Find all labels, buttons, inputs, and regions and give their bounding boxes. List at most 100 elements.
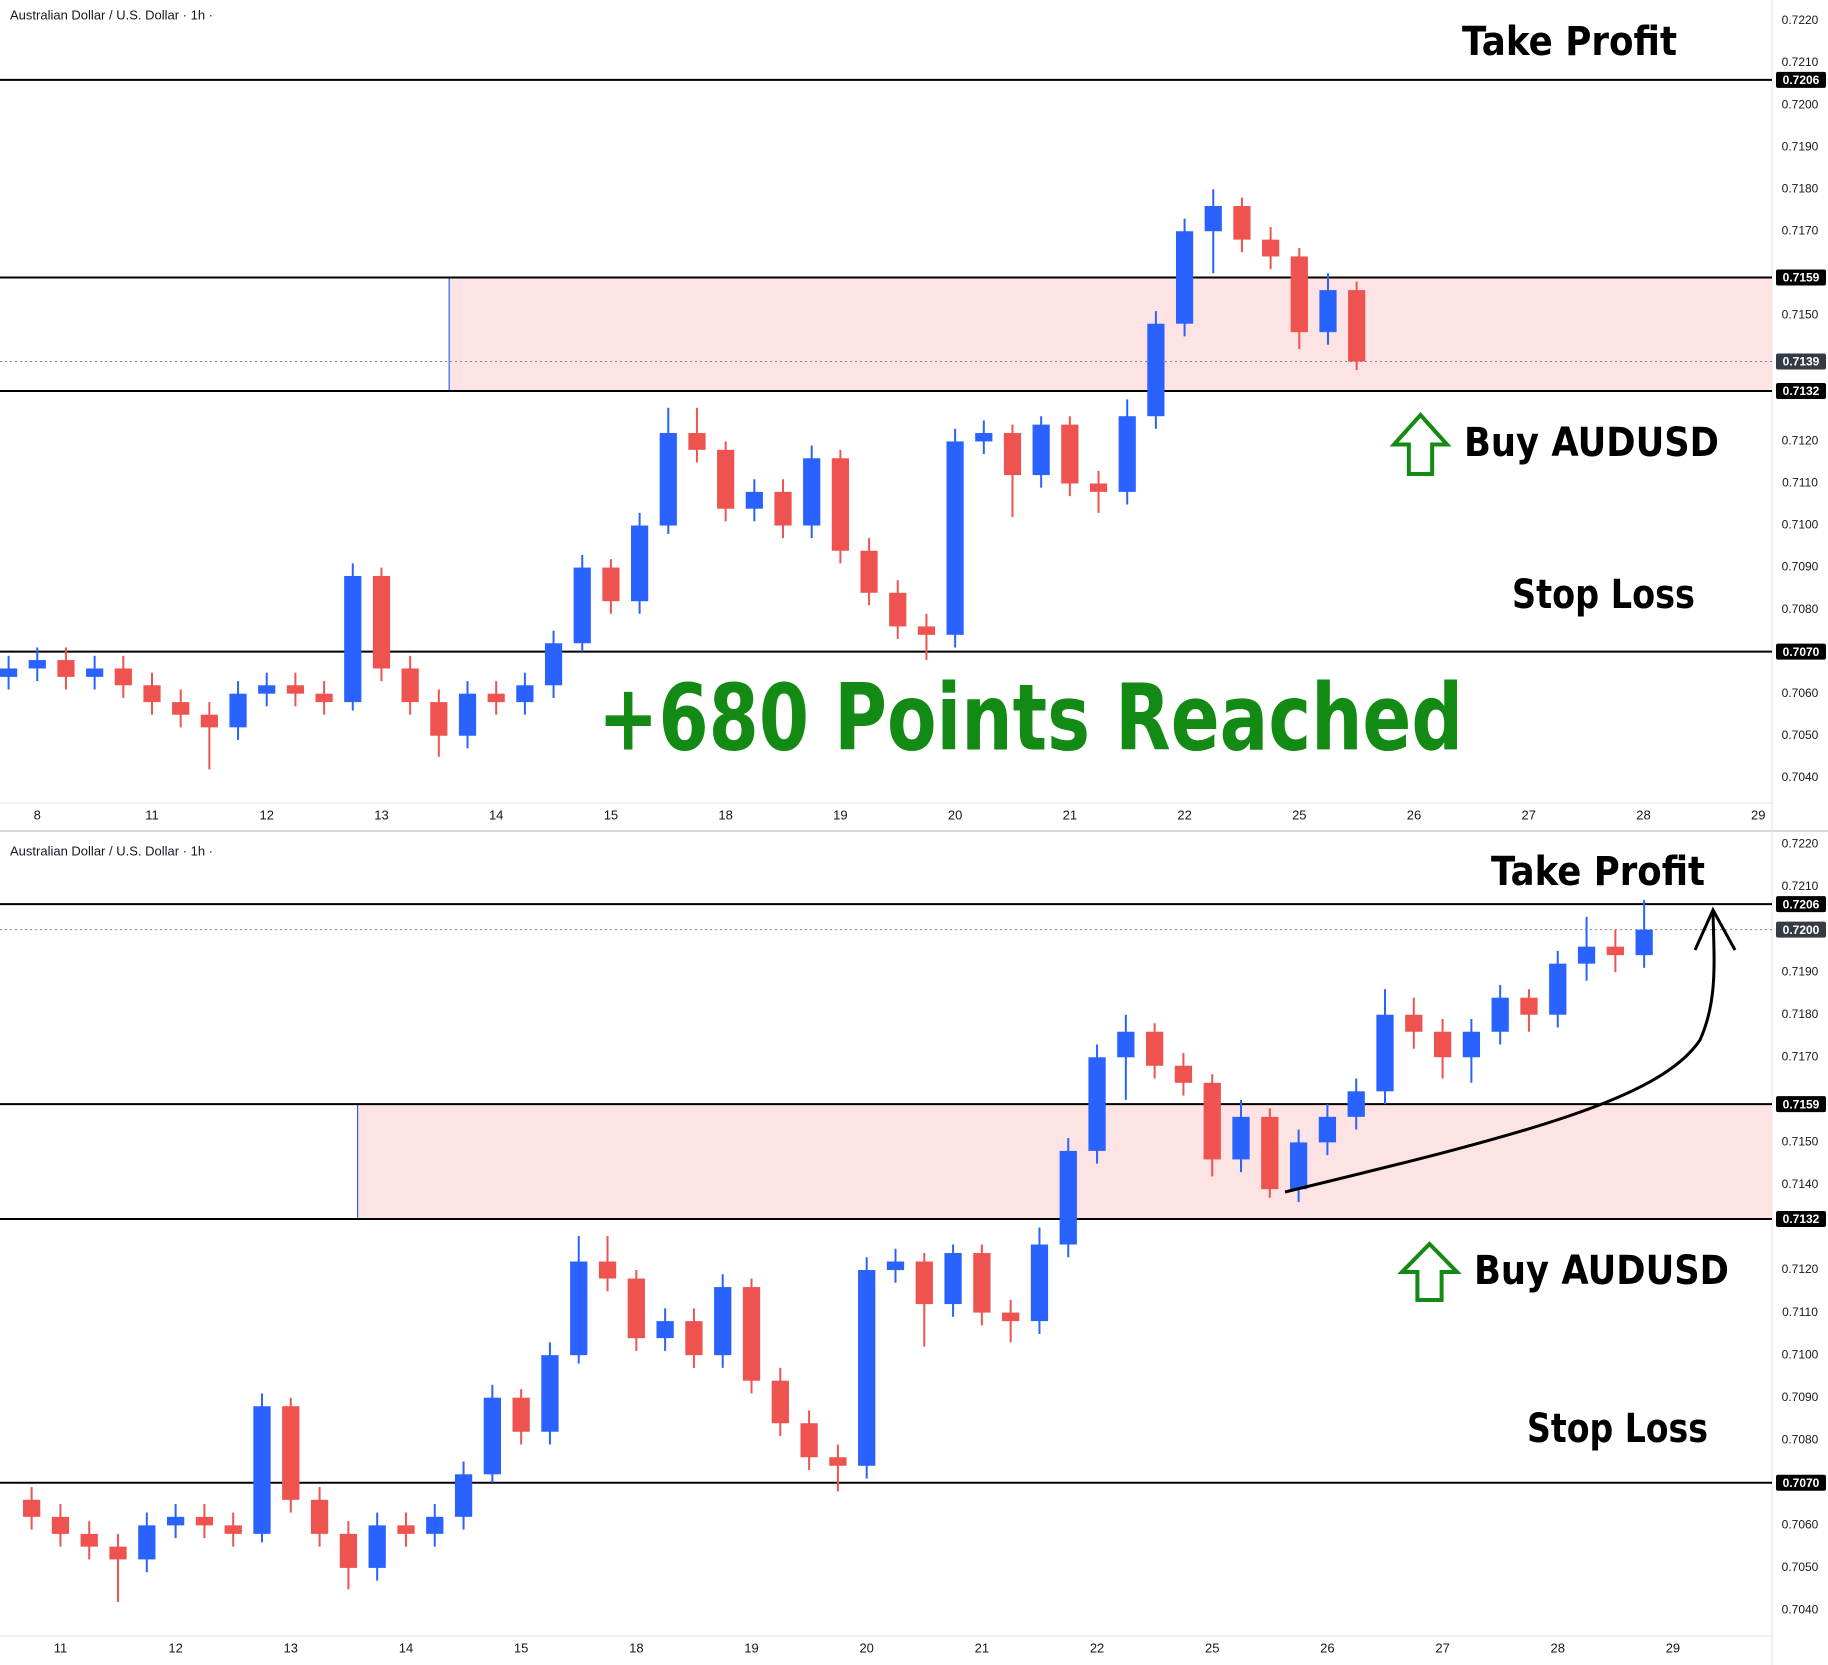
level-tag-label: 0.7132 [1783,384,1820,398]
level-tag [1776,1096,1826,1113]
x-tick-label: 14 [399,1640,413,1655]
x-tick-label: 19 [744,1640,758,1655]
candle-body [714,1287,732,1356]
y-tick-label: 0.7090 [1782,560,1819,574]
candle-body [224,1525,242,1534]
x-tick-label: 22 [1177,807,1191,822]
level-tag [1776,896,1826,913]
y-tick-label: 0.7080 [1782,602,1819,616]
candle-body [1606,946,1624,956]
candle-body [483,1397,501,1475]
level-tag-label: 0.7206 [1783,897,1820,911]
candle-body [631,525,649,602]
level-tag [1776,71,1826,88]
candle-body [745,491,763,509]
candle-body [1175,231,1194,324]
x-tick-label: 15 [514,1640,528,1655]
candle-body [1520,997,1538,1015]
candle-body [771,1380,789,1424]
candle-body [541,1355,559,1432]
candle-body [109,1546,127,1560]
chart-title: Australian Dollar / U.S. Dollar · 1h · [10,7,213,22]
x-tick-label: 20 [859,1640,873,1655]
x-tick-label: 21 [975,1640,989,1655]
candle-body [51,1516,70,1534]
x-tick-label: 21 [1063,807,1077,822]
candle-body [28,660,46,669]
y-tick-label: 0.7220 [1782,13,1819,27]
x-tick-label: 29 [1666,1640,1680,1655]
y-tick-label: 0.7050 [1782,728,1819,742]
candle-body [368,1525,386,1568]
candle-body [1319,290,1337,333]
y-tick-label: 0.7180 [1782,1007,1819,1021]
x-tick-label: 13 [374,807,388,822]
candle-body [627,1278,645,1339]
y-tick-label: 0.7220 [1782,837,1819,851]
candle-body [1549,963,1567,1015]
y-tick-label: 0.7060 [1782,1518,1819,1532]
take-profit: Take Profit [1462,19,1677,65]
level-tag [1776,643,1826,660]
candle-body [829,1457,847,1466]
candle-body [1088,1057,1106,1151]
y-tick-label: 0.7060 [1782,686,1819,700]
candle-body [80,1533,98,1547]
y-tick-label: 0.7100 [1782,1347,1819,1361]
candle-body [886,1261,905,1271]
candle-body [454,1474,473,1517]
x-tick-label: 14 [489,807,503,822]
candle-body [544,643,563,686]
candle-body [1405,1014,1423,1032]
candle-body [685,1321,703,1356]
stop-loss: Stop Loss [1512,572,1695,618]
level-tag-label: 0.7159 [1783,1097,1820,1111]
take-profit: Take Profit [1491,849,1705,895]
candle-body [258,685,276,694]
candle-body [1318,1116,1337,1143]
x-tick-label: 27 [1522,807,1536,822]
candle-body [172,702,190,715]
candle-body [138,1525,156,1560]
y-tick-label: 0.7170 [1782,1049,1819,1063]
candle-body [458,693,477,736]
candle-body [717,449,735,509]
candle-body [23,1499,41,1517]
candle-body [430,702,448,736]
x-tick-label: 25 [1292,807,1306,822]
x-tick-label: 12 [259,807,273,822]
candle-body [946,441,964,635]
candle-body [915,1261,933,1305]
last-price-label: 0.7200 [1783,923,1820,937]
candle-body [1635,929,1653,956]
candle-body [973,1253,991,1313]
candle-body [487,693,505,703]
candle-body [0,668,18,677]
candle-body [1118,416,1136,492]
x-tick-label: 19 [833,807,847,822]
last-price-tag [1776,353,1826,370]
candle-body [1262,239,1280,257]
level-tag [1776,269,1826,286]
candle-body [1289,1142,1308,1190]
level-tag-label: 0.7070 [1783,645,1820,659]
candle-body [143,685,161,703]
candle-body [688,433,706,450]
candle-body [1433,1031,1452,1058]
candle-body [1348,290,1366,362]
candle-body [339,1533,358,1568]
candle-body [1462,1031,1481,1058]
candle-body [310,1499,329,1534]
y-tick-label: 0.7050 [1782,1560,1819,1574]
candle-body [1003,433,1022,476]
y-tick-label: 0.7190 [1782,964,1819,978]
candle-body [1146,1031,1164,1066]
last-price-tag [1776,921,1826,938]
candle-body [917,626,936,635]
candle-body [742,1287,761,1381]
candle-body [1491,997,1509,1032]
x-tick-label: 28 [1551,1640,1565,1655]
candle-body [200,714,218,728]
